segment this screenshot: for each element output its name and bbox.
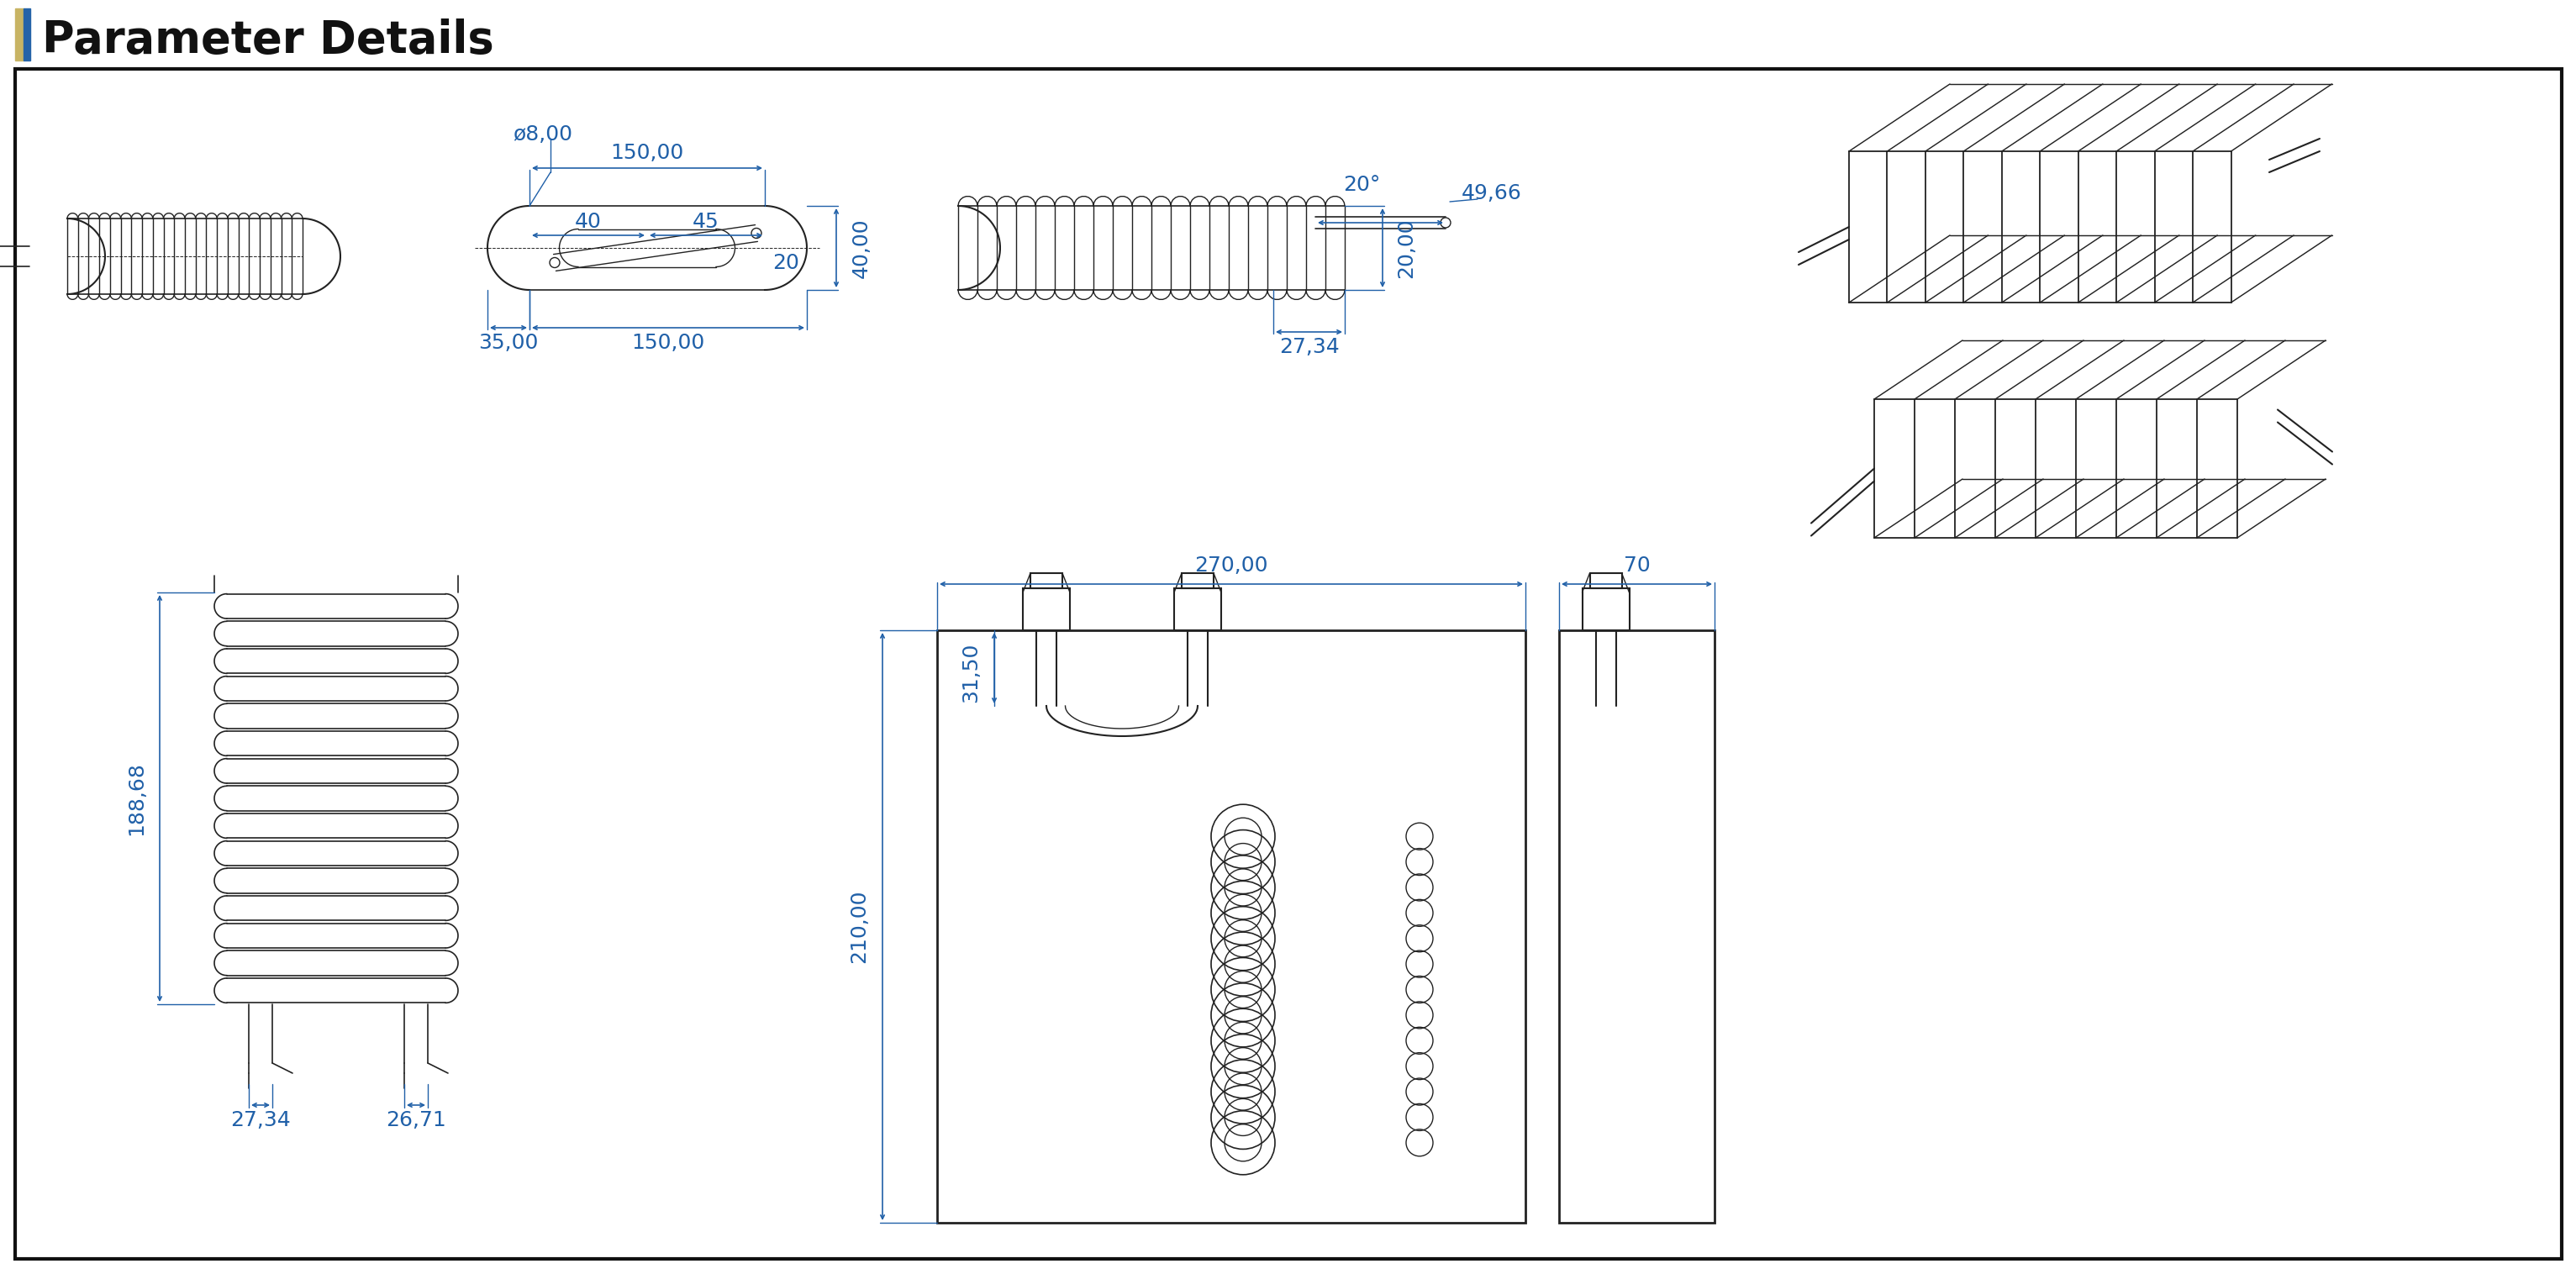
Bar [938,631,1525,1223]
Text: 49,66: 49,66 [1461,183,1522,204]
Text: 31,50: 31,50 [961,642,981,702]
Bar [1023,589,1069,631]
Text: 20°: 20° [1342,175,1381,195]
Bar [1558,631,1716,1223]
Text: 20,00: 20,00 [1396,218,1417,278]
Bar [1582,589,1628,631]
Bar [23,9,31,60]
Bar [1589,573,1623,589]
Text: 27,34: 27,34 [229,1110,291,1130]
Text: 150,00: 150,00 [611,143,683,163]
Text: 40: 40 [574,211,603,232]
Text: 210,00: 210,00 [850,889,868,963]
Text: 27,34: 27,34 [1280,338,1340,357]
Text: 40,00: 40,00 [853,218,871,278]
Bar [1030,573,1061,589]
Text: ø8,00: ø8,00 [513,125,572,144]
Text: 270,00: 270,00 [1195,555,1267,576]
Bar [15,9,23,60]
Bar [1175,589,1221,631]
Text: 45: 45 [693,211,719,232]
Bar [1182,573,1213,589]
Text: 150,00: 150,00 [631,333,706,353]
Text: Parameter Details: Parameter Details [41,19,495,62]
Text: 70: 70 [1623,555,1651,576]
Text: 20: 20 [773,252,799,273]
Text: 188,68: 188,68 [126,762,147,836]
Text: 26,71: 26,71 [386,1110,446,1130]
Text: 35,00: 35,00 [479,333,538,353]
